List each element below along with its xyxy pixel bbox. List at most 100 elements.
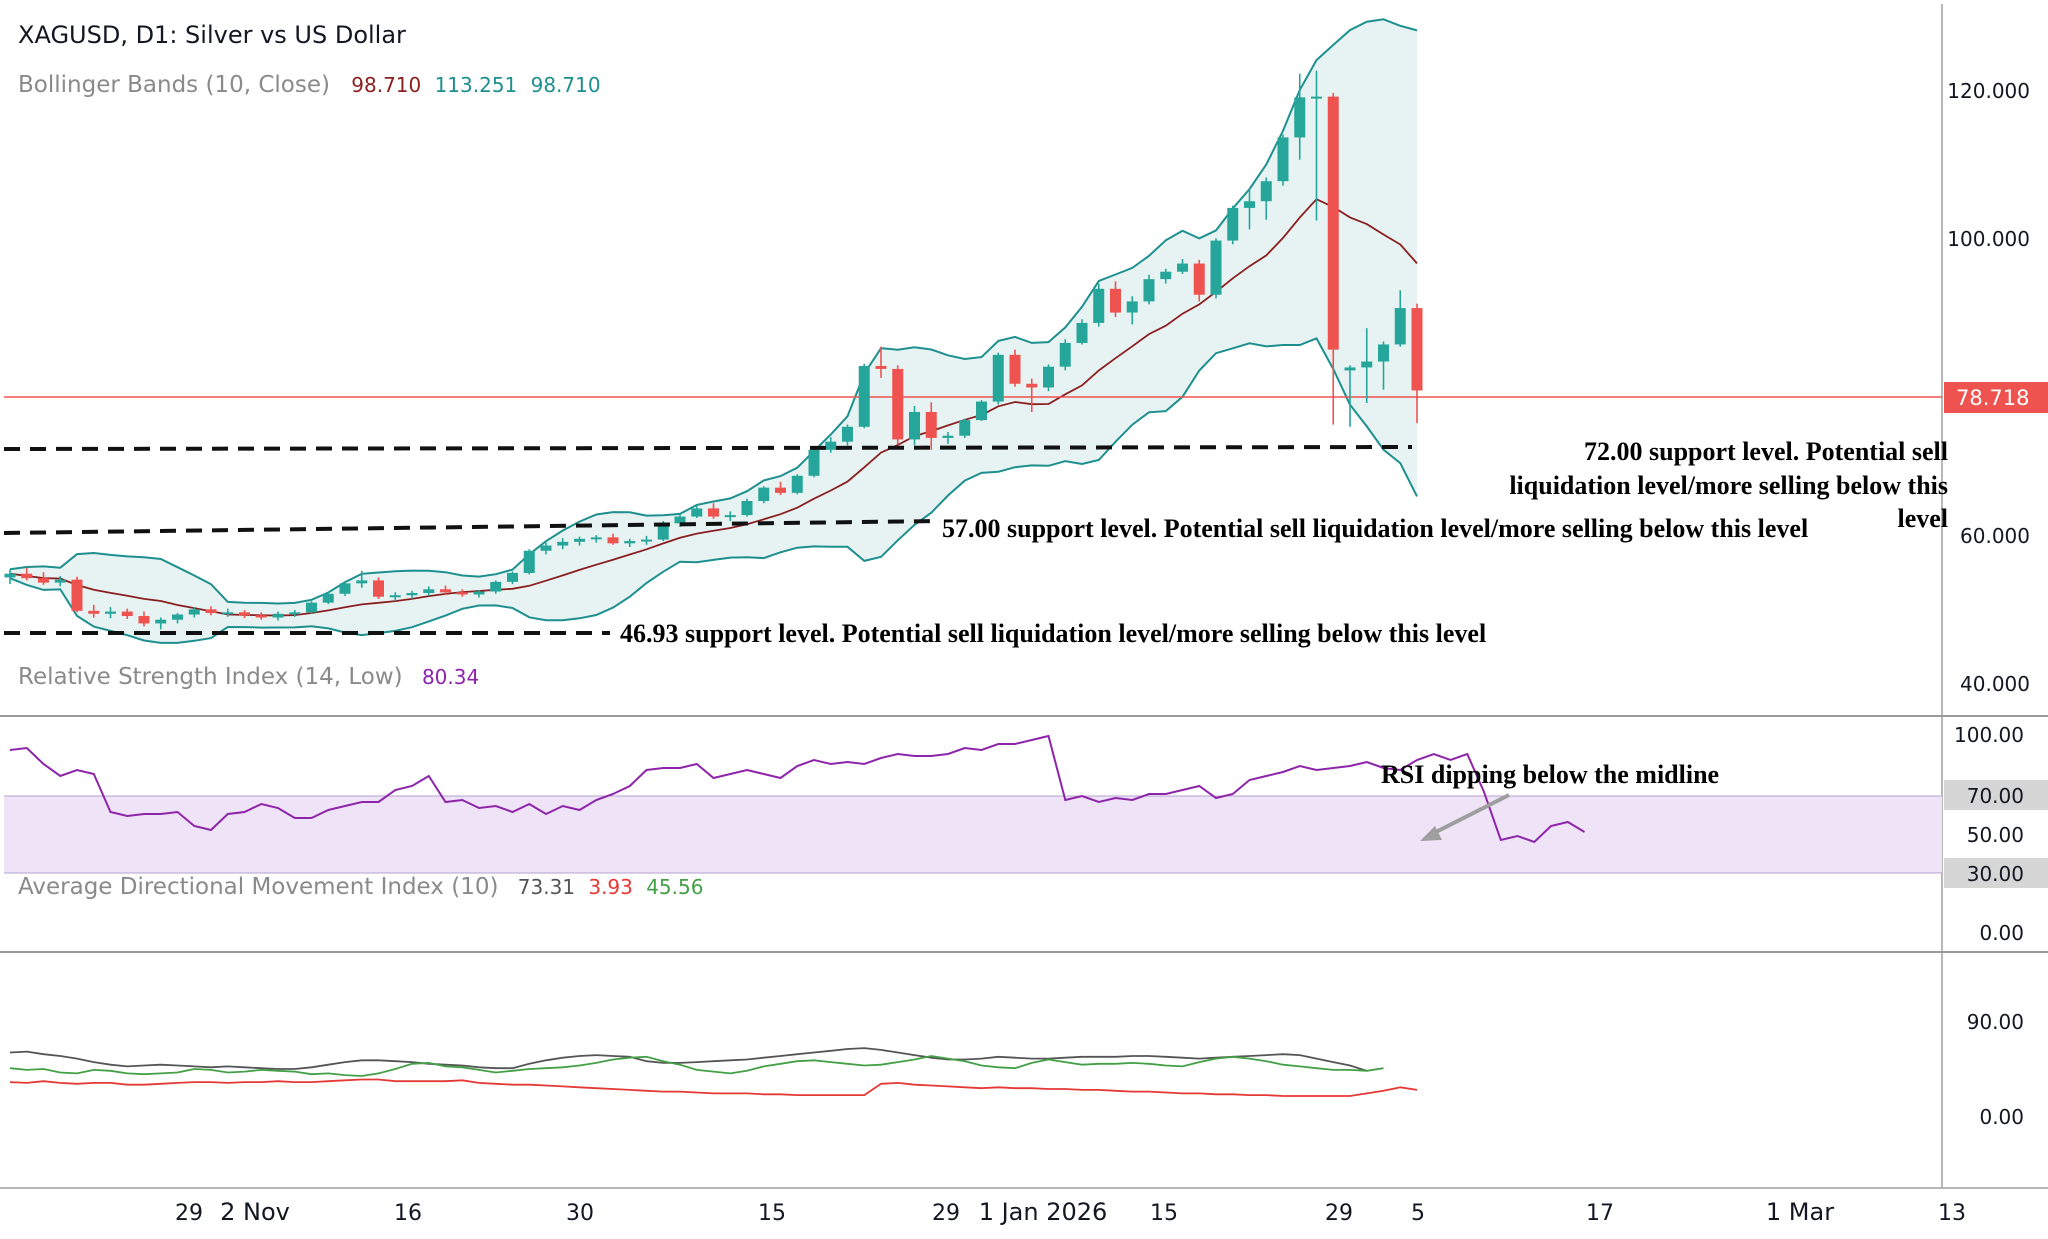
candle-body [4, 573, 16, 578]
candle-body [641, 539, 652, 542]
candle-body [222, 612, 234, 615]
candle-body [105, 611, 116, 614]
candle-body [1394, 308, 1406, 345]
candlesticks [4, 70, 1423, 630]
adx-label: Average Directional Movement Index (10) [18, 874, 498, 900]
candle [54, 575, 66, 587]
price-tick-60: 60.000 [1960, 524, 2030, 548]
candle-body [1277, 137, 1289, 182]
candle [708, 503, 719, 519]
candle [858, 363, 870, 429]
annotation-57: 57.00 support level. Potential sell liqu… [942, 514, 1808, 543]
annotation-72-line1: 72.00 support level. Potential sell [1584, 437, 1948, 466]
candle [557, 538, 569, 550]
rsi-arrow [1420, 793, 1510, 841]
candle [842, 424, 853, 446]
candle-body [490, 581, 502, 592]
candle [356, 570, 368, 588]
price-tick-120: 120.000 [1947, 79, 2030, 103]
candle-body [507, 572, 518, 582]
x-tick-29-jan: 29 [1325, 1201, 1353, 1226]
candle-body [540, 545, 552, 551]
adx-value-2: 3.93 [588, 875, 633, 899]
candle [222, 608, 234, 617]
candle-body [942, 435, 954, 438]
current-price-badge: 78.718 [1944, 382, 2048, 413]
candle [590, 535, 602, 543]
candle [155, 617, 167, 630]
candle-body [339, 583, 351, 594]
candle-body [842, 426, 853, 442]
bb-upper [9, 18, 1418, 605]
candle-body [373, 580, 384, 597]
adx-series [9, 1047, 1418, 1097]
x-tick-1-mar: 1 Mar [1766, 1198, 1834, 1226]
candle [724, 511, 736, 522]
x-tick-5-feb: 5 [1411, 1201, 1425, 1226]
candle [306, 601, 317, 614]
bb-value-3: 98.710 [531, 73, 601, 97]
candle-body [808, 449, 820, 476]
candle [1411, 303, 1423, 424]
candle-body [1126, 301, 1138, 313]
candle-body [21, 573, 33, 579]
candle-body [1026, 383, 1038, 388]
candle-body [121, 611, 133, 617]
current-price-label: 78.718 [1956, 386, 2029, 410]
candle [239, 610, 250, 619]
x-tick-13-mar: 13 [1938, 1201, 1966, 1226]
candle [440, 585, 451, 596]
candle [38, 572, 49, 585]
annotation-72-line3: level [1897, 504, 1948, 533]
candle-body [1378, 344, 1389, 362]
candle-body [708, 508, 719, 517]
candle [691, 504, 703, 519]
candle [808, 447, 820, 478]
rsi-label: Relative Strength Index (14, Low) [18, 664, 403, 690]
candle [121, 608, 133, 619]
candle [456, 589, 468, 597]
candle-body [741, 501, 753, 516]
candle-body [674, 516, 686, 524]
candle [1026, 378, 1038, 412]
candle [959, 418, 971, 438]
candle [1311, 70, 1322, 221]
candle-body [1311, 96, 1322, 99]
support-72-line [3, 445, 1413, 451]
price-tick-40: 40.000 [1960, 672, 2030, 696]
candle [1210, 238, 1222, 299]
candle-body [1193, 263, 1205, 295]
candle [21, 567, 33, 581]
candle [607, 533, 619, 545]
x-tick-17-feb: 17 [1586, 1201, 1614, 1226]
rsi-tick-70-box: 70.00 [1944, 780, 2048, 810]
candle [88, 604, 100, 618]
adx-tick-0: 0.00 [1979, 1105, 2024, 1129]
candle [1378, 341, 1389, 390]
candle-body [88, 610, 100, 614]
candle-body [1009, 354, 1021, 384]
rsi-tick-50: 50.00 [1967, 823, 2024, 847]
candle [892, 365, 904, 445]
candle-body [289, 612, 301, 615]
candle-body [925, 411, 937, 438]
candle-body [272, 613, 284, 618]
candle-body [1327, 96, 1339, 350]
candle-body [205, 609, 217, 614]
candle-body [473, 591, 485, 595]
candle [1260, 177, 1272, 220]
candle-body [791, 475, 803, 493]
bb-fill [10, 19, 1417, 643]
candle [1193, 259, 1205, 302]
candle [205, 606, 217, 616]
candle [473, 590, 485, 598]
candle-body [356, 580, 368, 584]
candle [255, 612, 267, 620]
candle [1126, 296, 1138, 325]
candle-body [574, 538, 585, 542]
candle [523, 549, 535, 575]
candle [339, 581, 351, 596]
candle-body [1059, 342, 1071, 367]
candle-body [875, 365, 887, 369]
